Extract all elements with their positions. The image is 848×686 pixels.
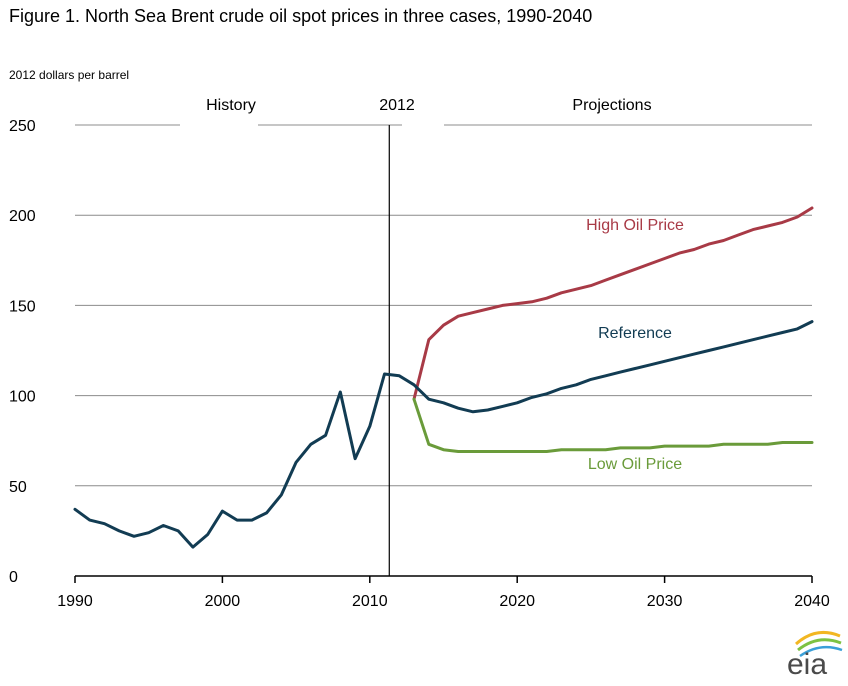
- series-labels: High Oil Price Reference Low Oil Price: [586, 217, 684, 473]
- x-axis: [74, 575, 813, 583]
- y-tick-label-100: 100: [9, 389, 36, 406]
- y-tick-labels: 0 50 100 150 200 250: [9, 118, 36, 586]
- x-tick-label-1990: 1990: [57, 593, 93, 610]
- x-tick-label-2020: 2020: [499, 593, 535, 610]
- y-tick-label-250: 250: [9, 118, 36, 135]
- region-label-projections: Projections: [572, 97, 651, 114]
- x-tick-labels: 1990 2000 2010 2020 2030 2040: [57, 593, 830, 610]
- x-tick-label-2030: 2030: [647, 593, 683, 610]
- y-tick-label-200: 200: [9, 208, 36, 225]
- y-tick-label-50: 50: [9, 479, 27, 496]
- series-label-high-oil-price: High Oil Price: [586, 217, 684, 234]
- x-tick-label-2000: 2000: [205, 593, 241, 610]
- logo-arc-green: [797, 638, 842, 652]
- series-line-high-oil-price: [412, 206, 814, 401]
- y-axis-label: 2012 dollars per barrel: [9, 68, 129, 82]
- region-labels: History 2012 Projections: [206, 97, 651, 114]
- series-line-low-oil-price: [412, 397, 814, 453]
- series-line-reference: [73, 320, 814, 549]
- x-tick-label-2010: 2010: [352, 593, 388, 610]
- chart-title: Figure 1. North Sea Brent crude oil spot…: [9, 6, 593, 26]
- series-label-reference: Reference: [598, 325, 672, 342]
- y-tick-label-150: 150: [9, 298, 36, 315]
- series-lines: [73, 206, 814, 549]
- eia-logo: eia: [787, 630, 843, 681]
- region-label-divider: 2012: [379, 97, 415, 114]
- region-label-mask: [180, 121, 258, 129]
- gridlines: [75, 121, 812, 487]
- region-label-history: History: [206, 97, 256, 114]
- series-label-low-oil-price: Low Oil Price: [588, 456, 682, 473]
- y-tick-label-0: 0: [9, 569, 18, 586]
- logo-arc-lightblue: [799, 645, 843, 658]
- x-tick-label-2040: 2040: [794, 593, 830, 610]
- logo-arc-yellow: [794, 630, 841, 646]
- region-label-mask-2: [402, 121, 444, 129]
- logo-text: eia: [787, 648, 827, 681]
